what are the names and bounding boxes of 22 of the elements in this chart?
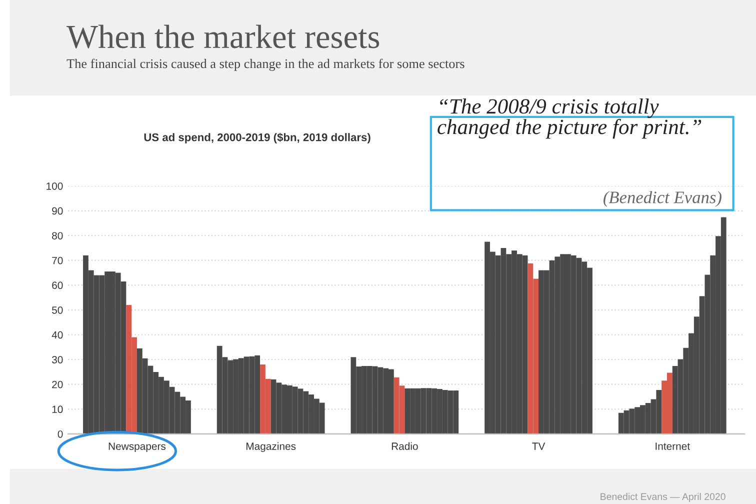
chart-subtitle: The financial crisis caused a step change in the ad markets for some sectors — [66, 58, 464, 71]
y-tick-label: 0 — [58, 430, 63, 438]
chart-title: When the market resets — [66, 24, 380, 48]
x-tick-label: Radio — [392, 442, 418, 450]
x-tick-label: TV — [532, 442, 546, 450]
y-axis-title: US ad spend, 2000-2019 ($bn, 2019 dollars) — [144, 132, 370, 144]
text: Benedict Evans — April 2020 — [600, 492, 726, 502]
y-tick-label: 40 — [52, 331, 63, 339]
y-tick-label: 100 — [46, 182, 63, 190]
x-tick-label: Magazines — [246, 442, 296, 452]
x-tick-label: Newspapers — [108, 442, 166, 452]
y-tick-label: 80 — [52, 232, 63, 240]
y-tick-label: 10 — [52, 406, 63, 414]
y-tick-label: 20 — [52, 380, 63, 388]
y-tick-label: 50 — [52, 306, 63, 314]
x-tick-label: Internet — [656, 442, 690, 450]
y-tick-label: 90 — [52, 207, 63, 215]
text: “The 2008/9 crisis totally changed the picture for print.” — [438, 98, 702, 139]
y-tick-label: 60 — [52, 282, 63, 290]
y-tick-label: 70 — [52, 256, 63, 264]
y-tick-label: 30 — [52, 356, 63, 364]
annotation: (Benedict Evans) — [604, 191, 722, 207]
